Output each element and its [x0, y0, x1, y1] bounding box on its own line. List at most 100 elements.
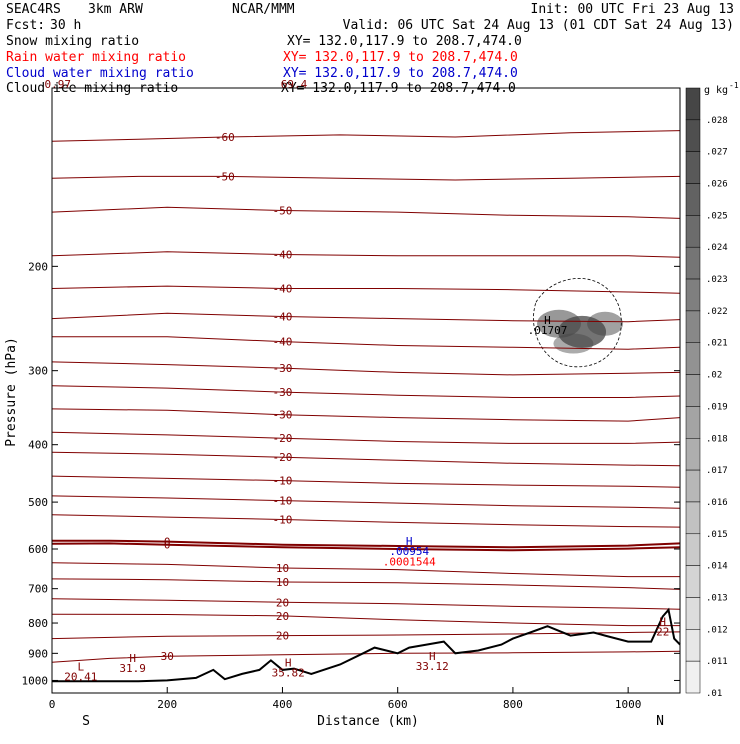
isotherm-line	[52, 539, 681, 549]
field-xy-snow: XY= 132.0,117.9 to 208.7,474.0	[287, 34, 522, 49]
x-ticks: 0 200 400 600 800 1000	[49, 687, 641, 711]
y-tick-label: 200	[28, 260, 48, 273]
colorbar-swatch	[685, 565, 701, 598]
extremum-value: .00954	[389, 545, 429, 558]
colorbar-swatch	[685, 533, 701, 566]
isotherm-label: -50	[273, 205, 293, 218]
colorbar-swatch	[685, 438, 701, 471]
isotherm-line	[51, 578, 681, 590]
isotherm-line	[51, 361, 681, 376]
isotherm-line	[51, 206, 681, 219]
extremum-value: 20.41	[64, 670, 97, 683]
isotherm-label: -40	[273, 310, 293, 323]
extremum-marker: L	[77, 660, 84, 673]
colorbar: .028 .027 .026 .025 .024 .023 .022 .021 .02 .019.…	[685, 87, 728, 699]
colorbar-unit: g kg	[704, 85, 728, 96]
isotherm-label: -20	[273, 432, 293, 445]
x-tick-label: 200	[157, 698, 177, 711]
isotherm-line	[51, 431, 681, 444]
extremum-marker: H	[429, 650, 436, 663]
isotherm-label: -10	[273, 475, 293, 488]
x-tick-label: 600	[388, 698, 408, 711]
extremum-value: 33.12	[416, 660, 449, 673]
isotherm-label: -10	[273, 495, 293, 508]
colorbar-level-label: .024	[706, 243, 728, 253]
isotherm-label: -40	[273, 248, 293, 261]
colorbar-swatch	[685, 597, 701, 630]
extremum-value: 22	[656, 626, 669, 639]
isotherm-label: -30	[273, 362, 293, 375]
isotherm-line	[51, 130, 681, 142]
colorbar-swatch	[685, 342, 701, 375]
extremum-value: 0.97	[45, 78, 72, 91]
isotherm-label: -40	[273, 336, 293, 349]
snow-outline-contour	[533, 278, 622, 368]
isotherm-line	[51, 451, 681, 467]
extremum-value: 31.9	[119, 662, 146, 675]
y-tick-label: 1000	[22, 674, 49, 687]
extremum-marker: H	[285, 657, 292, 670]
field-xy-cloud-water: XY= 132.0,117.9 to 208.7,474.0	[283, 66, 518, 81]
isotherm-line	[51, 251, 681, 258]
colorbar-level-label: .017	[706, 466, 728, 476]
isotherm-label: -60	[215, 131, 235, 144]
extremum-value: .0001544	[383, 556, 436, 569]
colorbar-swatch	[685, 215, 701, 248]
isotherm-label: 30	[161, 650, 174, 663]
colorbar-level-label: .023	[706, 275, 728, 285]
colorbar-swatch	[685, 119, 701, 152]
init-label: Init: 00 UTC Fri 23 Aug 13	[531, 2, 735, 17]
colorbar-level-label: .022	[706, 307, 728, 317]
colorbar-level-label: .021	[706, 339, 728, 349]
x-axis-label: Distance (km)	[317, 714, 419, 729]
left-endpoint-label: S	[82, 714, 90, 729]
colorbar-swatch	[685, 469, 701, 503]
colorbar-level-label: .011	[706, 657, 728, 667]
isotherm-line	[51, 312, 681, 323]
colorbar-level-label: .028	[706, 116, 728, 126]
isotherm-label: 10	[276, 576, 289, 589]
colorbar-level-label: .015	[706, 530, 728, 540]
colorbar-unit-exponent: -1	[729, 81, 739, 90]
isotherm-label: 0	[164, 536, 171, 549]
x-tick-label: 400	[273, 698, 293, 711]
y-tick-label: 500	[28, 496, 48, 509]
isotherm-line	[51, 514, 681, 528]
isotherm-line	[51, 613, 680, 627]
isotherm-line	[51, 285, 681, 294]
valid-label: Valid: 06 UTC Sat 24 Aug 13 (01 CDT Sat …	[343, 18, 734, 33]
colorbar-level-label: .02	[706, 371, 722, 381]
colorbar-level-label: .01	[706, 689, 722, 699]
colorbar-swatch	[685, 183, 701, 216]
colorbar-swatch	[685, 246, 701, 280]
isotherm-label: -30	[273, 386, 293, 399]
isotherm-line	[52, 336, 681, 350]
colorbar-swatch	[685, 660, 701, 694]
field-xy-rain: XY= 132.0,117.9 to 208.7,474.0	[283, 50, 518, 65]
isotherm-line	[51, 598, 681, 610]
x-tick-label: 800	[503, 698, 523, 711]
fcst-value: 30 h	[50, 18, 81, 33]
extremum-value: 35.82	[272, 667, 305, 680]
plot-area: -60 -50 -50 -40 -40 -40 -40 -30 -30 -30 -20 -20 -10 -…	[45, 78, 681, 683]
y-tick-label: 700	[28, 583, 48, 596]
field-name-snow: Snow mixing ratio	[6, 34, 139, 49]
terrain-line	[52, 607, 681, 683]
extremum-value: 69.4	[281, 78, 308, 91]
extremum-marker: H	[544, 314, 551, 327]
isotherm-label: 20	[276, 630, 289, 643]
colorbar-level-label: .012	[706, 625, 728, 635]
colorbar-level-label: .014	[706, 562, 728, 572]
isotherm-line	[51, 495, 681, 509]
center-label: NCAR/MMM	[232, 2, 295, 17]
isotherm-label: -20	[273, 451, 293, 464]
isotherm-label: 10	[276, 562, 289, 575]
isotherm-line	[51, 650, 681, 663]
isotherm-line	[51, 475, 681, 488]
isotherm-line	[51, 175, 681, 181]
isotherm-line	[51, 542, 681, 552]
colorbar-swatch	[685, 310, 701, 343]
isotherm-line	[51, 385, 681, 398]
